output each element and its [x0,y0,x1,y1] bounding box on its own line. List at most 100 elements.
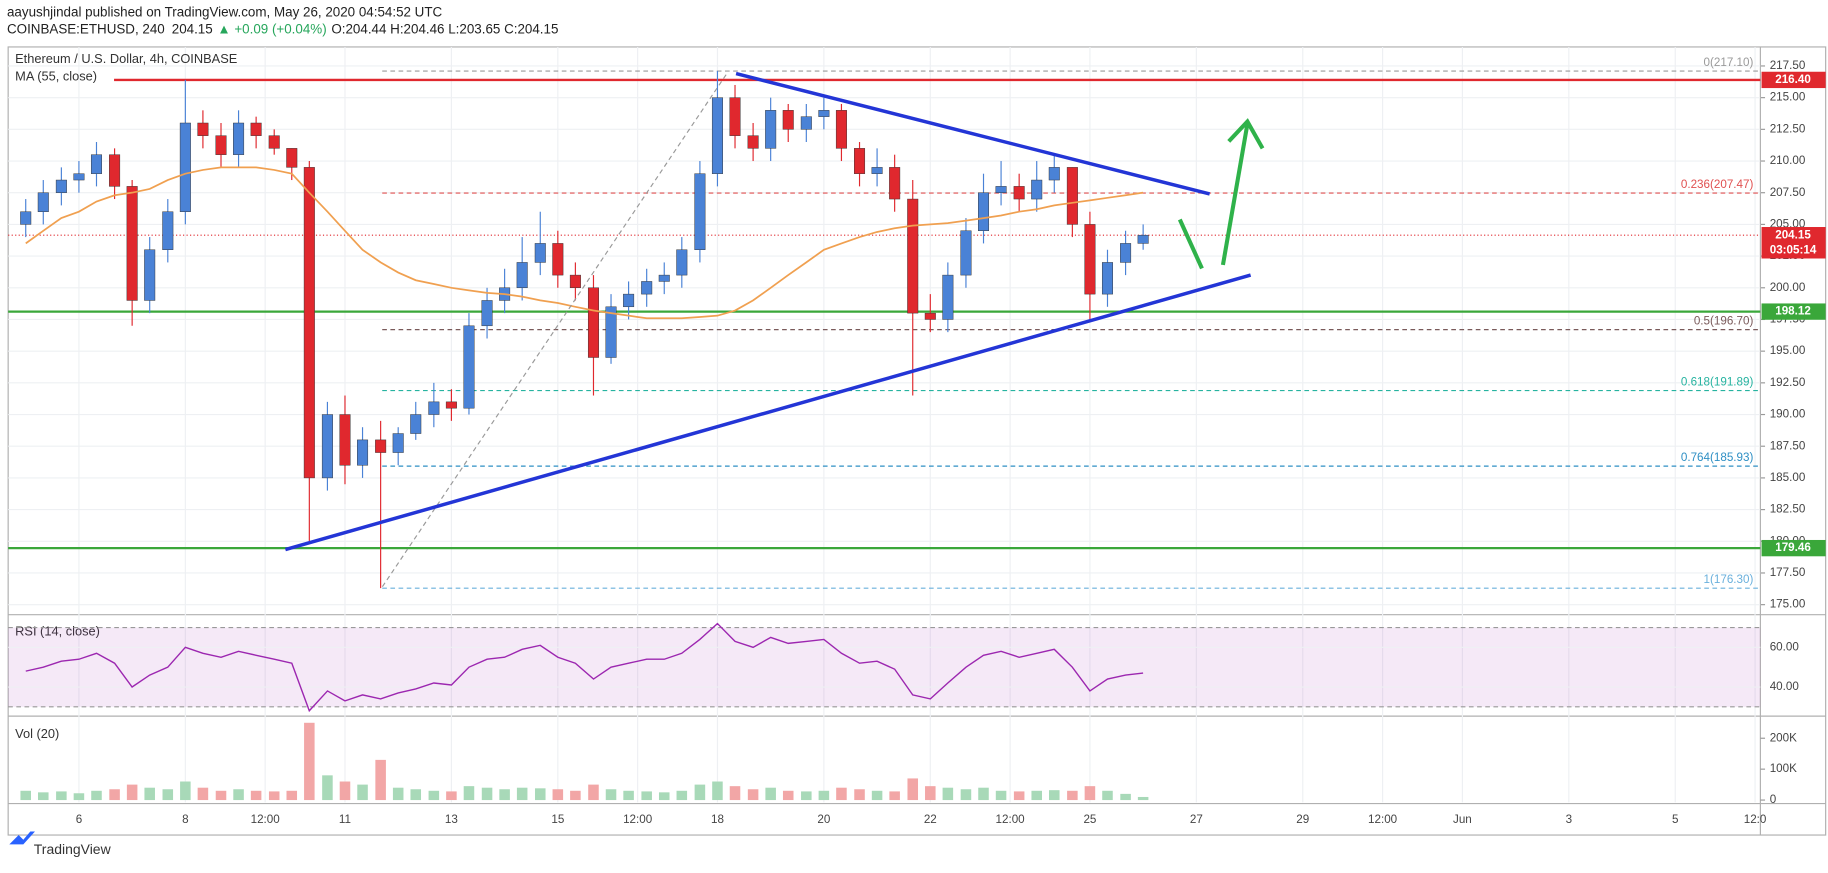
volume-bar [162,789,174,801]
volume-bar [481,787,493,801]
candle-body [747,135,759,149]
volume-bar [658,792,670,801]
candle-body [907,198,919,314]
volume-bar [1102,790,1113,801]
volume-bar [109,789,120,801]
y-tick-label: 185.00 [1770,471,1806,484]
level-label: 216.40 [1775,73,1811,86]
volume-bar [215,790,227,801]
volume-bar [499,789,510,801]
volume-bar [818,790,830,801]
y-tick-label: 210.00 [1770,154,1806,167]
green-arrow-head [1227,118,1265,150]
trendline [284,273,1252,552]
candle-body [90,154,102,174]
candle-body [339,414,351,466]
y-tick-label: 215.00 [1770,91,1806,104]
volume-bar [712,781,723,801]
volume-bar [20,790,31,801]
volume-bar [765,787,776,801]
volume-bar [570,790,581,801]
y-tick-label: 175.00 [1770,598,1806,611]
candle-body [800,116,812,130]
volume-bar [889,791,900,801]
candle-body [534,243,546,263]
x-tick-label: 12:00 [251,813,281,826]
rsi-line [25,622,1144,713]
candle-body [658,274,670,282]
x-tick-label: 29 [1296,813,1309,826]
candle-body [694,173,706,250]
volume-bar [1084,786,1096,801]
volume-bar [126,784,138,801]
level-label: 198.12 [1775,305,1811,318]
level-box [1761,539,1826,557]
x-tick-label: 12:0 [1744,813,1767,826]
x-tick-label: 12:00 [623,813,653,826]
candle-body [1084,224,1096,295]
volume-bar [588,784,599,801]
candle-body [233,122,245,155]
volume-bar [694,784,706,801]
chart-title: Ethereum / U.S. Dollar, 4h, COINBASE [15,51,237,66]
volume-bar [641,791,652,801]
candle-body [854,148,866,174]
candle-body [605,306,617,358]
rsi-tick-label: 60.00 [1770,640,1800,653]
volume-bar [56,791,67,801]
last-price-box [1761,227,1826,259]
volume-bar [871,790,883,801]
candle-body [835,110,847,149]
x-tick-label: 12:00 [1368,813,1398,826]
candle-body [109,154,121,187]
volume-bar [854,789,865,801]
volume-tick-label: 100K [1770,762,1797,775]
fib-diagonal [381,72,728,588]
candle-body [942,274,954,320]
volume-bar [233,789,244,801]
candle-body [516,262,528,289]
volume-bar [410,789,422,801]
y-tick-label: 182.50 [1770,503,1806,516]
candle-body [818,110,830,117]
rsi-tick-label: 40.00 [1770,680,1800,693]
x-tick-label: 13 [445,813,458,826]
volume-bar [516,787,528,801]
volume-bar [375,759,386,801]
volume-bar [339,781,351,801]
volume-tick-label: 0 [1770,793,1777,806]
volume-bar [995,790,1007,801]
candle-body [481,300,493,327]
volume-bar [1067,790,1078,801]
volume-bar [180,781,191,801]
fib-label: 0.236(207.47) [1681,178,1754,191]
candle-body [144,249,156,301]
volume-bar [1031,790,1042,801]
volume-bar [1120,793,1131,801]
last-price: 204.15 [172,21,213,36]
volume-bar [907,778,919,801]
volume-bar [73,793,85,801]
x-tick-label: 12:00 [996,813,1026,826]
volume-bar [392,787,404,801]
x-tick-label: 11 [339,813,351,826]
volume-bar [623,790,634,801]
candle-body [73,173,85,181]
x-tick-label: 20 [817,813,830,826]
candle-body [268,135,280,149]
fib-label: 1(176.30) [1704,573,1754,586]
volume-bar [534,788,546,801]
candle-body [215,135,227,155]
candle-body [1031,179,1043,200]
grid [8,46,1761,803]
candle-body [960,230,972,276]
volume-bar [836,787,847,801]
candle-body [357,439,369,466]
candle-body [286,148,298,168]
candle-body [1066,167,1078,225]
frame [7,46,1827,836]
candle-body [375,439,387,453]
volume-bar [782,790,794,801]
